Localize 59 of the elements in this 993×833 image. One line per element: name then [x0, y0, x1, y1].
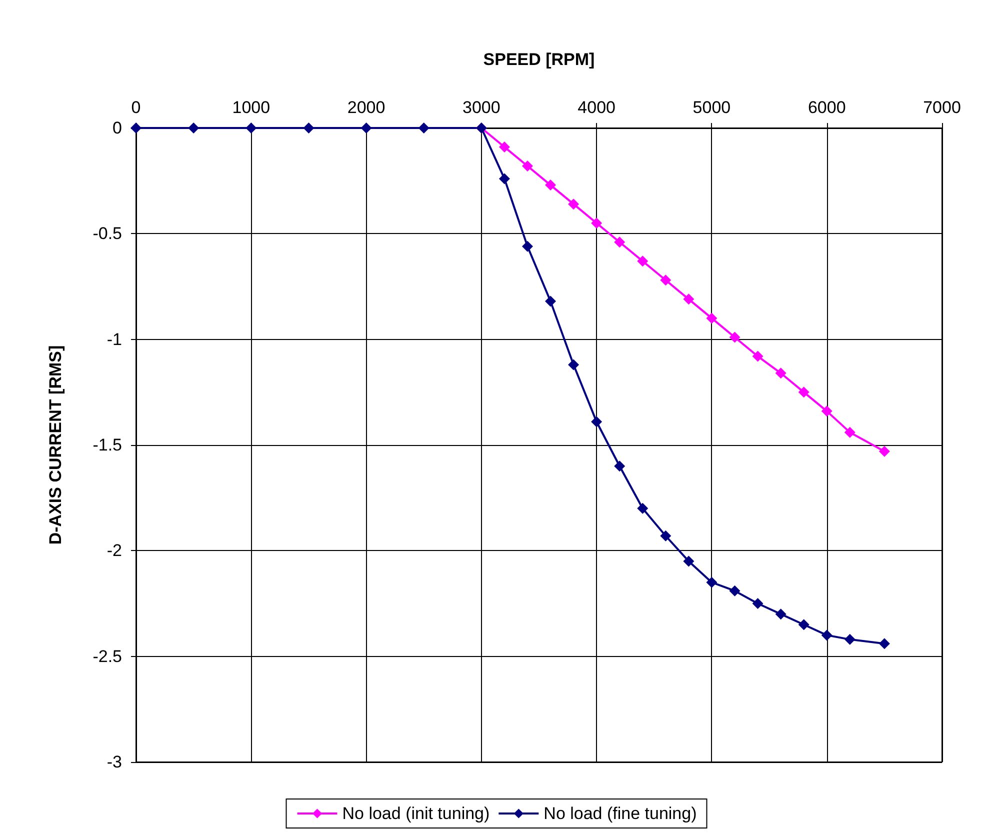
y-axis-title: D-AXIS CURRENT [RMS]	[46, 345, 65, 545]
point	[798, 619, 810, 630]
point	[637, 256, 648, 267]
legend-label: No load (fine tuning)	[544, 804, 697, 823]
x-tick-label: 3000	[462, 98, 500, 117]
point	[844, 426, 856, 438]
legend-label: No load (init tuning)	[342, 804, 490, 823]
y-tick-label: -1	[106, 330, 122, 349]
y-tick-label: -0.5	[92, 224, 122, 244]
x-axis-title: SPEED [RPM]	[483, 50, 595, 69]
point	[775, 608, 786, 620]
point	[591, 218, 602, 229]
point	[246, 122, 257, 134]
point	[821, 630, 832, 641]
point	[683, 556, 694, 567]
point	[545, 296, 556, 307]
y-tick-label: -2.5	[92, 646, 122, 666]
point	[498, 173, 510, 184]
point	[660, 274, 672, 286]
x-tick-label: 2000	[347, 98, 386, 117]
point	[683, 294, 694, 305]
point	[821, 406, 832, 417]
x-tick-label: 7000	[923, 98, 961, 117]
point	[303, 122, 314, 134]
point	[878, 638, 890, 650]
point	[844, 634, 856, 645]
point	[418, 122, 430, 134]
point	[568, 198, 580, 210]
point	[591, 416, 602, 428]
x-tick-label: 1000	[232, 98, 270, 117]
point	[614, 236, 626, 248]
x-tick-label: 5000	[692, 98, 731, 117]
point	[614, 460, 626, 472]
point	[568, 359, 580, 370]
y-tick-label: -3	[106, 752, 122, 772]
point	[637, 502, 648, 514]
point	[545, 180, 556, 191]
point	[752, 598, 764, 609]
y-tick-label: 0	[112, 118, 122, 138]
point	[130, 122, 142, 134]
point	[878, 446, 890, 457]
point	[706, 576, 718, 588]
point	[522, 240, 533, 252]
y-tick-label: -2	[106, 541, 122, 560]
point	[360, 122, 372, 134]
point	[798, 386, 810, 398]
x-tick-label: 4000	[578, 98, 616, 117]
point	[706, 312, 718, 324]
point	[188, 122, 200, 134]
point	[729, 585, 740, 596]
point	[775, 368, 786, 379]
point	[729, 332, 740, 343]
point	[752, 350, 764, 362]
x-tick-label: 0	[131, 98, 141, 117]
point	[660, 530, 672, 542]
point	[522, 160, 533, 172]
y-tick-label: -1.5	[92, 436, 122, 454]
point	[498, 142, 510, 153]
x-tick-label: 6000	[808, 98, 846, 117]
